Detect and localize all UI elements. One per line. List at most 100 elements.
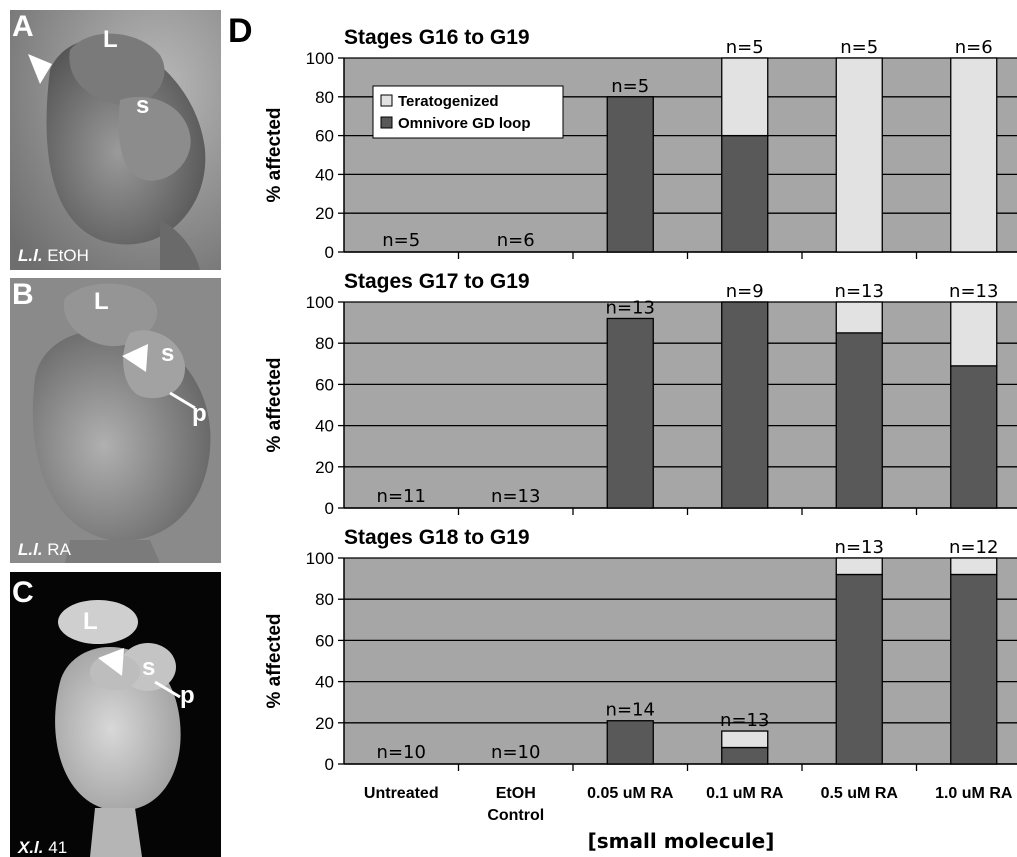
y-tick-label: 100 bbox=[306, 49, 334, 68]
y-tick-label: 20 bbox=[315, 458, 334, 477]
panel-b-photo bbox=[10, 278, 221, 563]
legend-box bbox=[372, 85, 564, 139]
x-tick-label: EtOH bbox=[496, 785, 536, 802]
sample-size-label: n=13 bbox=[949, 281, 998, 302]
bar bbox=[950, 557, 998, 576]
bar bbox=[835, 57, 883, 253]
sample-size-label: n=13 bbox=[835, 281, 884, 302]
y-axis-label: % affected bbox=[264, 613, 285, 708]
sample-size-label: n=6 bbox=[955, 37, 993, 58]
x-tick-label: Control bbox=[487, 807, 544, 824]
bar bbox=[721, 301, 769, 509]
x-tick-label: 0.5 uM RA bbox=[821, 785, 899, 802]
bar bbox=[721, 57, 769, 137]
y-tick-label: 100 bbox=[306, 549, 334, 568]
bar bbox=[950, 365, 998, 509]
y-axis-label: % affected bbox=[264, 357, 285, 452]
panel-b-label-p: p bbox=[192, 400, 207, 427]
sample-size-label: n=13 bbox=[491, 486, 540, 507]
panel-c-label-p: p bbox=[180, 682, 195, 709]
panel-b-label-l: L bbox=[94, 288, 109, 315]
x-tick-label: 1.0 uM RA bbox=[935, 785, 1013, 802]
panel-a-label-s: s bbox=[136, 92, 150, 119]
y-tick-label: 0 bbox=[325, 499, 334, 518]
panel-b-letter: B bbox=[12, 278, 34, 311]
panel-b-caption: L.l. RA bbox=[18, 540, 71, 559]
y-tick-label: 60 bbox=[315, 375, 334, 394]
sample-size-label: n=5 bbox=[611, 76, 649, 97]
bar bbox=[606, 720, 654, 765]
panel-b-label-s: s bbox=[161, 340, 175, 367]
plot-area bbox=[344, 302, 1017, 508]
bar bbox=[835, 557, 883, 576]
sample-size-label: n=5 bbox=[726, 37, 764, 58]
panel-a-letter: A bbox=[12, 10, 34, 43]
y-tick-label: 80 bbox=[315, 590, 334, 609]
bar bbox=[950, 57, 998, 253]
legend-label: Omnivore GD loop bbox=[398, 115, 531, 132]
bar bbox=[950, 301, 998, 367]
panel-c-image: C L s p X.l. 41 bbox=[10, 572, 221, 857]
y-tick-label: 80 bbox=[315, 88, 334, 107]
y-tick-label: 100 bbox=[306, 293, 334, 312]
panel-c-label-l: L bbox=[83, 608, 98, 635]
bar bbox=[606, 96, 654, 253]
pointer-line bbox=[169, 391, 196, 410]
x-tick-label: 0.05 uM RA bbox=[587, 785, 674, 802]
y-tick-label: 60 bbox=[315, 631, 334, 650]
sample-size-label: n=13 bbox=[606, 297, 655, 318]
y-tick-label: 40 bbox=[315, 417, 334, 436]
bar bbox=[721, 134, 769, 253]
y-tick-label: 60 bbox=[315, 127, 334, 146]
panel-a-image: A L s L.l. EtOH bbox=[10, 10, 221, 270]
panel-d-letter: D bbox=[228, 12, 253, 50]
y-axis-label: % affected bbox=[264, 107, 285, 202]
panel-c-caption: X.l. 41 bbox=[18, 838, 68, 857]
y-tick-label: 20 bbox=[315, 204, 334, 223]
sample-size-label: n=13 bbox=[835, 537, 884, 558]
sample-size-label: n=10 bbox=[491, 742, 540, 763]
sample-size-label: n=9 bbox=[726, 281, 764, 302]
bar bbox=[835, 573, 883, 765]
panel-c-letter: C bbox=[12, 576, 34, 609]
chart-title: Stages G17 to G19 bbox=[344, 270, 530, 293]
panel-b-image: B L s p L.l. RA bbox=[10, 278, 221, 563]
bar bbox=[950, 573, 998, 765]
sample-size-label: n=11 bbox=[377, 486, 426, 507]
bar bbox=[606, 317, 654, 509]
sample-size-label: n=12 bbox=[949, 537, 998, 558]
y-tick-label: 0 bbox=[325, 755, 334, 774]
arrowhead-icon bbox=[98, 648, 124, 676]
bar bbox=[721, 730, 769, 749]
arrowhead-icon bbox=[122, 344, 148, 372]
sample-size-label: n=6 bbox=[497, 230, 535, 251]
sample-size-label: n=10 bbox=[377, 742, 426, 763]
legend-label: Teratogenized bbox=[398, 93, 499, 110]
pointer-line bbox=[154, 680, 181, 699]
chart-title: Stages G18 to G19 bbox=[344, 526, 530, 549]
y-tick-label: 20 bbox=[315, 714, 334, 733]
panel-a-caption: L.l. EtOH bbox=[18, 246, 89, 265]
sample-size-label: n=13 bbox=[720, 710, 769, 731]
bar bbox=[835, 332, 883, 509]
panel-a-photo bbox=[10, 10, 221, 270]
sample-size-label: n=14 bbox=[606, 700, 655, 721]
x-axis-label: [small molecule] bbox=[588, 829, 775, 853]
bar bbox=[721, 746, 769, 765]
panel-c-label-s: s bbox=[142, 654, 156, 681]
panel-a-label-l: L bbox=[103, 26, 118, 53]
arrowhead-icon bbox=[28, 54, 52, 84]
panel-c-photo bbox=[10, 572, 221, 857]
chart-title: Stages G16 to G19 bbox=[344, 26, 530, 49]
sample-size-label: n=5 bbox=[382, 230, 420, 251]
y-tick-label: 0 bbox=[325, 243, 334, 262]
x-tick-label: Untreated bbox=[364, 785, 439, 802]
legend-swatch bbox=[380, 94, 393, 107]
y-tick-label: 40 bbox=[315, 165, 334, 184]
y-tick-label: 80 bbox=[315, 334, 334, 353]
legend-swatch bbox=[380, 116, 393, 129]
y-tick-label: 40 bbox=[315, 673, 334, 692]
sample-size-label: n=5 bbox=[840, 37, 878, 58]
bar bbox=[835, 301, 883, 334]
